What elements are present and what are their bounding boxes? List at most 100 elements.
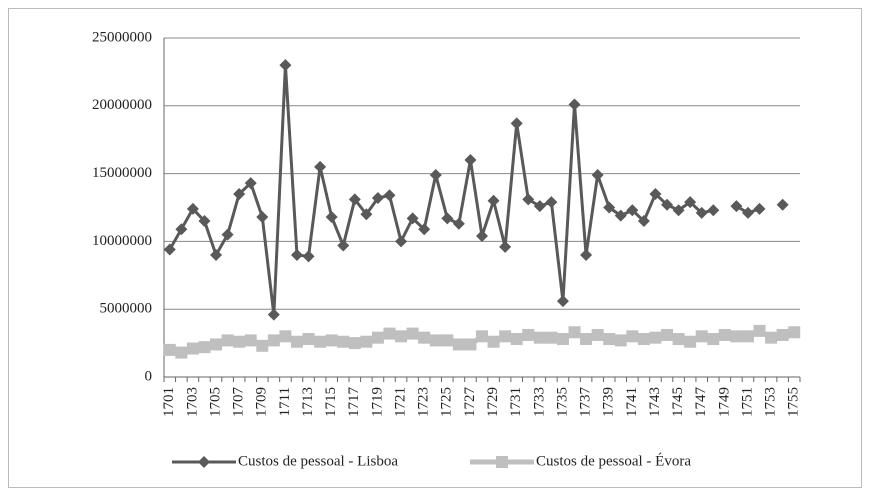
y-tick-label: 10000000 [92, 233, 152, 249]
marker [464, 154, 477, 167]
x-tick-label: 1741 [624, 387, 640, 417]
marker [186, 342, 199, 355]
marker [510, 333, 523, 346]
marker [395, 330, 408, 343]
marker [429, 334, 442, 347]
marker [175, 346, 188, 359]
marker [533, 200, 546, 213]
marker [707, 204, 720, 217]
marker [383, 327, 396, 340]
x-tick-label: 1749 [716, 387, 732, 417]
marker [741, 206, 754, 219]
x-tick-label: 1709 [254, 387, 270, 417]
marker [765, 331, 778, 344]
marker [626, 330, 639, 343]
marker [163, 243, 176, 256]
y-tick-label: 15000000 [92, 165, 152, 181]
marker [337, 239, 350, 252]
marker [614, 209, 627, 222]
x-tick-label: 1739 [601, 387, 617, 417]
marker [556, 333, 569, 346]
marker [279, 330, 292, 343]
marker [429, 168, 442, 181]
marker [267, 334, 280, 347]
marker [522, 193, 535, 206]
x-tick-label: 1753 [763, 387, 779, 417]
marker [730, 330, 743, 343]
x-tick-label: 1701 [161, 387, 177, 417]
x-tick-label: 1731 [508, 387, 524, 417]
marker [649, 187, 662, 200]
x-tick-label: 1725 [439, 387, 455, 417]
legend-label: Custos de pessoal - Lisboa [238, 453, 398, 469]
marker [302, 250, 315, 263]
marker [476, 330, 488, 343]
marker [707, 333, 720, 346]
marker [210, 338, 223, 351]
marker [545, 331, 558, 344]
marker [776, 328, 789, 341]
x-tick-label: 1717 [346, 387, 362, 418]
marker [556, 295, 569, 308]
y-tick-label: 20000000 [92, 97, 152, 113]
marker [360, 208, 373, 221]
marker [730, 200, 743, 213]
marker [348, 337, 361, 350]
marker [325, 334, 338, 347]
marker [684, 335, 697, 348]
marker [591, 328, 604, 341]
marker [221, 228, 234, 241]
y-tick-label: 5000000 [100, 301, 153, 317]
marker [314, 335, 327, 348]
marker [718, 328, 731, 341]
marker [221, 334, 234, 347]
x-tick-label: 1707 [231, 387, 247, 418]
x-tick-label: 1715 [323, 387, 339, 417]
x-tick-label: 1755 [786, 387, 802, 417]
marker [441, 334, 454, 347]
marker [499, 330, 512, 343]
marker [776, 198, 789, 211]
marker [244, 177, 257, 190]
marker [256, 339, 269, 352]
marker [452, 217, 465, 230]
marker [290, 248, 303, 261]
marker [568, 326, 581, 339]
x-tick-label: 1713 [300, 387, 316, 417]
x-tick-label: 1719 [369, 387, 385, 417]
marker [741, 330, 754, 343]
x-tick-label: 1723 [416, 387, 432, 417]
marker [580, 333, 593, 346]
y-tick-label: 0 [145, 368, 153, 384]
x-tick-label: 1737 [578, 387, 594, 418]
marker [626, 204, 639, 217]
marker [672, 333, 685, 346]
marker [637, 215, 650, 228]
marker [279, 59, 292, 72]
marker [371, 331, 384, 344]
marker [695, 206, 708, 219]
legend-marker [496, 456, 508, 468]
marker [788, 326, 801, 339]
marker [233, 187, 246, 200]
x-tick-label: 1745 [670, 387, 686, 417]
marker [684, 196, 697, 209]
marker [198, 341, 211, 354]
marker [337, 335, 350, 348]
marker [418, 223, 431, 236]
marker [406, 212, 419, 225]
x-tick-label: 1721 [392, 387, 408, 417]
marker [441, 212, 454, 225]
marker [753, 324, 766, 337]
x-tick-label: 1751 [739, 387, 755, 417]
marker [371, 192, 384, 205]
x-tick-label: 1711 [277, 387, 293, 416]
marker [695, 330, 708, 343]
x-tick-label: 1743 [647, 387, 663, 417]
series-line [170, 65, 783, 315]
marker [522, 328, 535, 341]
marker [568, 98, 581, 111]
marker [753, 202, 766, 215]
